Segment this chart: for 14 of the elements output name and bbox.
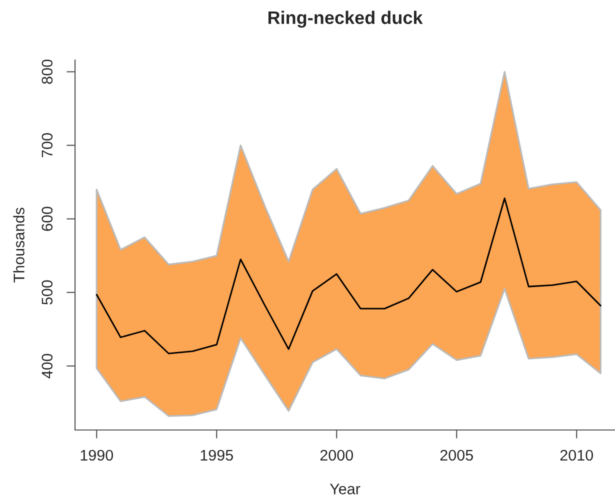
- y-tick-label: 800: [42, 60, 53, 84]
- y-tick-label: 700: [42, 133, 53, 158]
- y-tick-label: 400: [42, 354, 53, 378]
- line-series: [96, 198, 602, 354]
- x-tick-label: 2000: [320, 450, 354, 461]
- x-axis-title: Year: [330, 484, 360, 494]
- y-tick-label: 500: [42, 280, 53, 305]
- chart-title: Ring-necked duck: [268, 10, 423, 28]
- y-tick-label: 600: [42, 206, 53, 231]
- x-tick-label: 2010: [560, 450, 593, 461]
- x-tick-label: 1990: [80, 450, 114, 461]
- x-tick-label: 1995: [200, 450, 233, 461]
- y-axis-title: Thousands: [13, 208, 24, 282]
- x-tick-label: 2005: [440, 450, 473, 461]
